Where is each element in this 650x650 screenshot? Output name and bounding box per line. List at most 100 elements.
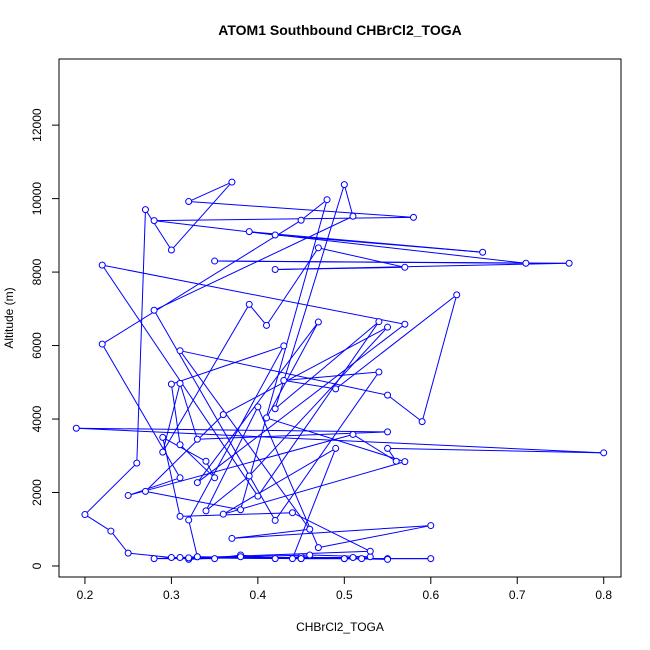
data-point — [202, 457, 210, 465]
series-segment — [318, 247, 405, 268]
y-tick-label: 10000 — [30, 182, 44, 216]
data-point — [332, 385, 340, 393]
data-point — [167, 380, 175, 388]
data-point — [176, 512, 184, 520]
x-tick-label: 0.2 — [77, 588, 94, 602]
x-tick-label: 0.5 — [336, 588, 353, 602]
series-segment — [145, 414, 224, 492]
data-point — [384, 428, 392, 436]
data-point — [323, 196, 331, 204]
data-point — [271, 231, 279, 239]
series-segment — [197, 323, 406, 483]
data-point — [72, 424, 80, 432]
series-segment — [231, 528, 310, 539]
series-segment — [136, 209, 146, 464]
data-point — [280, 376, 288, 384]
data-point — [427, 522, 435, 530]
series-segment — [387, 447, 604, 454]
data-point — [384, 391, 392, 399]
data-point — [366, 547, 374, 555]
data-point — [185, 198, 193, 206]
data-point — [271, 405, 279, 413]
x-tick-label: 0.3 — [163, 588, 180, 602]
data-point — [280, 342, 288, 350]
data-point — [141, 487, 149, 495]
series-segment — [110, 530, 129, 554]
series-segment — [249, 231, 526, 264]
data-point — [141, 206, 149, 214]
data-point — [306, 525, 314, 533]
series-segment — [300, 199, 328, 221]
series-segment — [249, 231, 483, 253]
series-points — [72, 178, 608, 563]
data-point — [401, 320, 409, 328]
data-point — [271, 516, 279, 524]
data-point — [288, 509, 296, 517]
series-segment — [102, 264, 405, 325]
data-point — [176, 347, 184, 355]
series-segment — [76, 427, 604, 454]
data-point — [176, 379, 184, 387]
series-segment — [171, 181, 233, 251]
series-segment — [171, 345, 284, 385]
series-segment — [291, 448, 337, 559]
series-segment — [84, 462, 138, 515]
series-segment — [76, 427, 388, 433]
series-segment — [188, 201, 414, 218]
series-segment — [266, 417, 405, 463]
series-segment — [223, 461, 405, 515]
y-tick-label: 6000 — [30, 332, 44, 359]
data-point — [392, 457, 400, 465]
series-segment — [145, 209, 172, 251]
data-point — [237, 506, 245, 514]
x-tick-label: 0.7 — [509, 588, 526, 602]
series-segment — [188, 345, 285, 521]
data-point — [254, 492, 262, 500]
y-tick-label: 0 — [30, 562, 44, 569]
data-point — [219, 510, 227, 518]
data-point — [297, 216, 305, 224]
y-axis-label: Altitude (m) — [2, 287, 16, 348]
data-point — [254, 403, 262, 411]
series-segment — [145, 490, 241, 511]
data-point — [193, 435, 201, 443]
data-point — [384, 444, 392, 452]
data-point — [245, 300, 253, 308]
data-point — [427, 555, 435, 563]
series-segment — [387, 394, 423, 422]
data-point — [349, 554, 357, 562]
data-point — [306, 551, 314, 559]
series-segment — [101, 343, 181, 479]
series-segment — [421, 294, 458, 422]
data-point — [332, 444, 340, 452]
series-segment — [170, 384, 181, 445]
series-segment — [205, 475, 250, 512]
series-segment — [257, 406, 319, 548]
data-point — [263, 414, 271, 422]
series-segment — [188, 519, 198, 557]
data-point — [245, 472, 253, 480]
x-tick-label: 0.8 — [595, 588, 612, 602]
y-axis: 0 2000 4000 6000 8000 10000 12000 — [30, 108, 60, 569]
data-point — [237, 553, 245, 561]
data-point — [193, 479, 201, 487]
data-point — [565, 259, 573, 267]
series-segment — [101, 219, 302, 345]
data-point — [453, 291, 461, 299]
data-point — [409, 213, 417, 221]
series-segment — [248, 326, 388, 477]
data-point — [418, 418, 426, 426]
data-point — [107, 527, 115, 535]
y-tick-label: 12000 — [30, 108, 44, 142]
data-point — [81, 511, 89, 519]
data-point — [228, 534, 236, 542]
series-segment — [128, 433, 354, 496]
data-point — [349, 430, 357, 438]
data-point — [167, 246, 175, 254]
data-point — [271, 555, 279, 563]
series-segment — [162, 383, 181, 453]
data-point — [219, 411, 227, 419]
data-point — [185, 516, 193, 524]
data-point — [167, 554, 175, 562]
